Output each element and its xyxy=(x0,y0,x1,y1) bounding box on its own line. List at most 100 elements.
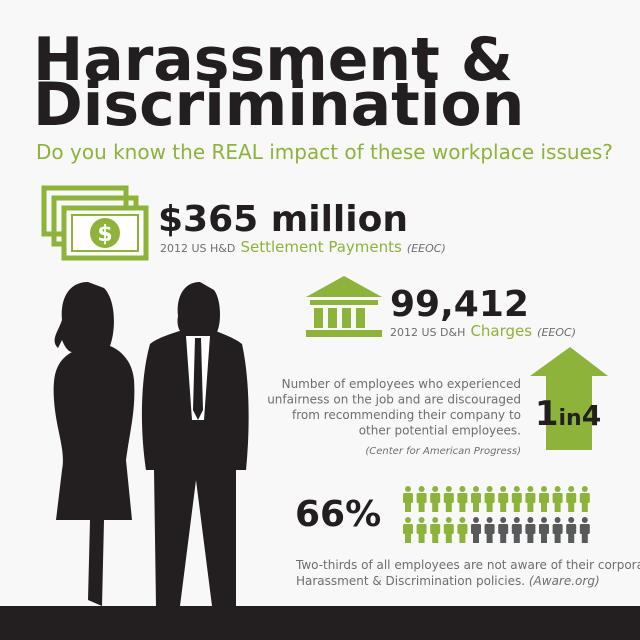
legs xyxy=(527,533,534,543)
title: Harassment & xyxy=(33,25,513,95)
head xyxy=(527,517,534,523)
person-icon xyxy=(484,517,495,543)
person-icon xyxy=(471,486,481,512)
body xyxy=(525,493,536,503)
head xyxy=(554,517,561,523)
caption-source: (EEOC) xyxy=(407,242,446,255)
head xyxy=(405,517,411,523)
body xyxy=(457,524,468,534)
body xyxy=(443,493,454,503)
head xyxy=(541,517,547,523)
settlement-caption: 2012 US H&D Settlement Payments (EEOC) xyxy=(160,237,446,256)
head xyxy=(432,517,439,523)
legs xyxy=(445,533,452,543)
ratio-part: 1 xyxy=(535,394,559,434)
text-line: Harassment & Discrimination policies. xyxy=(296,574,525,588)
person-icon xyxy=(457,486,468,512)
body xyxy=(498,493,509,503)
head xyxy=(486,486,493,492)
legs xyxy=(554,502,561,512)
head xyxy=(432,486,439,492)
body xyxy=(471,524,481,534)
legs xyxy=(473,502,479,512)
person-icon xyxy=(511,517,522,543)
legs xyxy=(527,502,534,512)
body xyxy=(566,493,577,503)
legs xyxy=(513,502,520,512)
up-arrow xyxy=(530,347,608,450)
body xyxy=(498,524,509,534)
person-icon xyxy=(525,486,536,512)
person-icon xyxy=(552,517,563,543)
body xyxy=(511,524,522,534)
caption-label: Settlement Payments xyxy=(240,238,402,256)
body xyxy=(511,493,522,503)
person-icon xyxy=(484,486,495,512)
person-icon xyxy=(498,486,509,512)
body xyxy=(539,524,549,534)
head xyxy=(554,486,561,492)
legs xyxy=(568,533,575,543)
head xyxy=(513,486,520,492)
person-icon xyxy=(443,517,454,543)
head xyxy=(500,486,507,492)
head xyxy=(405,486,411,492)
head xyxy=(418,517,425,523)
body xyxy=(525,524,536,534)
legs xyxy=(541,533,547,543)
legs xyxy=(418,533,425,543)
legs xyxy=(405,533,411,543)
legs xyxy=(568,502,575,512)
money-icon: $ xyxy=(41,185,149,261)
head xyxy=(418,486,425,492)
body xyxy=(471,493,481,503)
person-icon xyxy=(511,486,522,512)
head xyxy=(513,517,520,523)
body xyxy=(579,493,590,503)
head xyxy=(568,486,575,492)
ratio-part: 4 xyxy=(582,399,601,432)
bank-icon xyxy=(306,276,382,337)
footer-bar xyxy=(0,606,640,640)
caption-prefix: 2012 US D&H xyxy=(390,326,465,339)
body xyxy=(416,493,427,503)
charges-figure: 99,412 xyxy=(390,284,529,325)
person-icon xyxy=(430,486,441,512)
body xyxy=(457,493,468,503)
caption-label: Charges xyxy=(470,322,532,340)
unaware-text: Harassment & Discrimination policies. (A… xyxy=(296,574,600,588)
person-icon xyxy=(525,517,536,543)
text-line: Number of employees who experienced xyxy=(282,377,521,391)
head xyxy=(459,517,466,523)
body xyxy=(484,524,495,534)
body xyxy=(539,493,549,503)
person-icon xyxy=(579,517,590,543)
body xyxy=(552,493,563,503)
person-icon xyxy=(539,517,549,543)
body xyxy=(430,524,441,534)
person-icon xyxy=(443,486,454,512)
caption-prefix: 2012 US H&D xyxy=(160,242,235,255)
head xyxy=(527,486,534,492)
legs xyxy=(554,533,561,543)
legs xyxy=(486,533,493,543)
body xyxy=(579,524,590,534)
legs xyxy=(418,502,425,512)
legs xyxy=(513,533,520,543)
person-icon xyxy=(566,486,577,512)
head xyxy=(581,517,588,523)
people-icons xyxy=(403,486,590,543)
head xyxy=(445,517,452,523)
svg-text:$: $ xyxy=(97,222,112,247)
person-icon xyxy=(403,517,413,543)
body xyxy=(430,493,441,503)
silhouettes xyxy=(53,282,249,606)
legs xyxy=(500,533,507,543)
source: (Center for American Progress) xyxy=(365,446,521,457)
legs xyxy=(581,502,588,512)
legs xyxy=(500,502,507,512)
person-icon xyxy=(566,517,577,543)
title: Discrimination xyxy=(33,70,524,140)
